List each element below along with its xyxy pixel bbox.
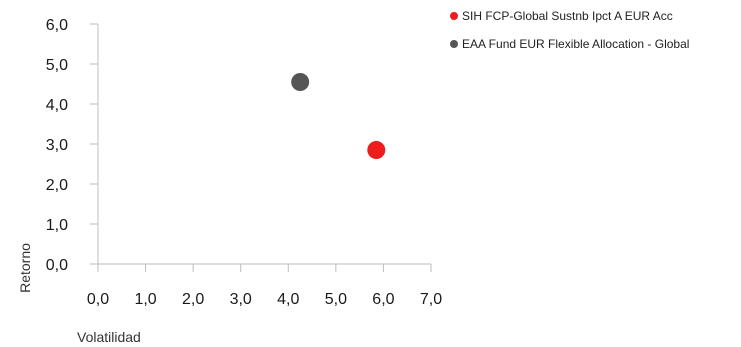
legend-item-category: EAA Fund EUR Flexible Allocation - Globa… xyxy=(450,36,689,52)
y-tick-label: 3,0 xyxy=(46,137,68,154)
x-tick-label: 1,0 xyxy=(134,291,156,308)
legend-label-category: EAA Fund EUR Flexible Allocation - Globa… xyxy=(462,37,690,51)
x-axis-title: Volatilidad xyxy=(77,329,141,345)
x-tick-label: 3,0 xyxy=(230,291,252,308)
x-tick-label: 0,0 xyxy=(87,291,109,308)
y-tick-label: 4,0 xyxy=(46,97,68,114)
data-points xyxy=(291,73,386,159)
y-tick-label: 5,0 xyxy=(46,57,68,74)
x-ticks: 0,0 1,0 2,0 3,0 4,0 5,0 6,0 7,0 xyxy=(87,264,442,308)
legend-marker-category xyxy=(450,40,458,48)
legend-item-fund: SIH FCP-Global Sustnb Ipct A EUR Acc xyxy=(450,8,689,24)
legend-marker-fund xyxy=(450,12,458,20)
y-axis-title: Retorno xyxy=(17,243,33,293)
x-tick-label: 4,0 xyxy=(277,291,299,308)
y-tick-label: 0,0 xyxy=(46,257,68,274)
x-tick-label: 5,0 xyxy=(325,291,347,308)
legend: SIH FCP-Global Sustnb Ipct A EUR Acc EAA… xyxy=(450,8,689,64)
x-tick-label: 2,0 xyxy=(182,291,204,308)
fund-data-point xyxy=(367,141,386,159)
y-tick-label: 6,0 xyxy=(46,17,68,34)
legend-label-fund: SIH FCP-Global Sustnb Ipct A EUR Acc xyxy=(462,9,673,23)
category-data-point xyxy=(291,73,310,91)
y-tick-label: 1,0 xyxy=(46,217,68,234)
y-tick-label: 2,0 xyxy=(46,177,68,194)
x-tick-label: 6,0 xyxy=(372,291,394,308)
y-ticks: 0,0 1,0 2,0 3,0 4,0 5,0 6,0 xyxy=(46,17,98,274)
x-tick-label: 7,0 xyxy=(420,291,442,308)
